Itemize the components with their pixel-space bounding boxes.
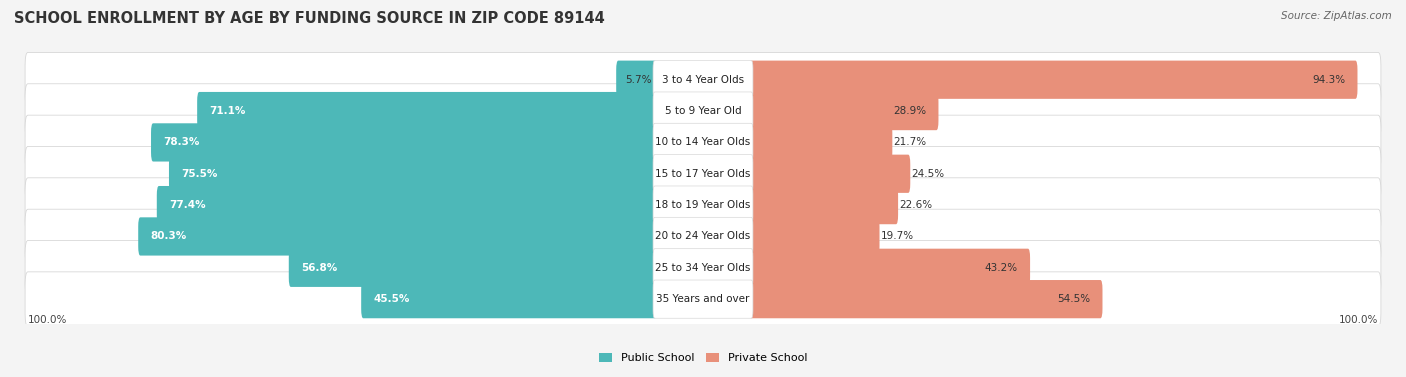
FancyBboxPatch shape [652,217,754,256]
FancyBboxPatch shape [169,155,657,193]
Text: 18 to 19 Year Olds: 18 to 19 Year Olds [655,200,751,210]
Text: SCHOOL ENROLLMENT BY AGE BY FUNDING SOURCE IN ZIP CODE 89144: SCHOOL ENROLLMENT BY AGE BY FUNDING SOUR… [14,11,605,26]
FancyBboxPatch shape [25,147,1381,201]
Text: 71.1%: 71.1% [209,106,246,116]
FancyBboxPatch shape [749,186,898,224]
FancyBboxPatch shape [749,61,1357,99]
FancyBboxPatch shape [150,123,657,161]
FancyBboxPatch shape [749,249,1031,287]
Text: 10 to 14 Year Olds: 10 to 14 Year Olds [655,137,751,147]
Text: 5.7%: 5.7% [624,75,651,85]
FancyBboxPatch shape [157,186,657,224]
FancyBboxPatch shape [652,155,754,193]
FancyBboxPatch shape [652,280,754,318]
Text: 75.5%: 75.5% [181,169,218,179]
FancyBboxPatch shape [25,209,1381,264]
Text: 5 to 9 Year Old: 5 to 9 Year Old [665,106,741,116]
FancyBboxPatch shape [652,61,754,99]
Text: 22.6%: 22.6% [900,200,932,210]
Text: 15 to 17 Year Olds: 15 to 17 Year Olds [655,169,751,179]
Text: 20 to 24 Year Olds: 20 to 24 Year Olds [655,231,751,241]
FancyBboxPatch shape [138,217,657,256]
Text: 28.9%: 28.9% [893,106,927,116]
Text: 24.5%: 24.5% [911,169,945,179]
FancyBboxPatch shape [652,249,754,287]
FancyBboxPatch shape [25,178,1381,232]
Text: 100.0%: 100.0% [28,314,67,325]
FancyBboxPatch shape [616,61,657,99]
Text: 78.3%: 78.3% [163,137,200,147]
FancyBboxPatch shape [749,123,893,161]
Text: 43.2%: 43.2% [984,263,1018,273]
Text: 94.3%: 94.3% [1312,75,1346,85]
FancyBboxPatch shape [25,115,1381,170]
Text: 21.7%: 21.7% [894,137,927,147]
FancyBboxPatch shape [25,241,1381,295]
FancyBboxPatch shape [361,280,657,318]
Text: 35 Years and over: 35 Years and over [657,294,749,304]
FancyBboxPatch shape [652,186,754,224]
FancyBboxPatch shape [288,249,657,287]
FancyBboxPatch shape [25,84,1381,138]
FancyBboxPatch shape [749,280,1102,318]
Text: 3 to 4 Year Olds: 3 to 4 Year Olds [662,75,744,85]
Text: 25 to 34 Year Olds: 25 to 34 Year Olds [655,263,751,273]
FancyBboxPatch shape [25,272,1381,326]
FancyBboxPatch shape [749,155,910,193]
Text: 77.4%: 77.4% [169,200,205,210]
Text: Source: ZipAtlas.com: Source: ZipAtlas.com [1281,11,1392,21]
Text: 56.8%: 56.8% [301,263,337,273]
Legend: Public School, Private School: Public School, Private School [593,347,813,369]
FancyBboxPatch shape [652,92,754,130]
Text: 80.3%: 80.3% [150,231,187,241]
FancyBboxPatch shape [749,217,880,256]
FancyBboxPatch shape [652,123,754,161]
Text: 19.7%: 19.7% [882,231,914,241]
FancyBboxPatch shape [197,92,657,130]
Text: 54.5%: 54.5% [1057,294,1090,304]
Text: 45.5%: 45.5% [374,294,411,304]
FancyBboxPatch shape [749,92,938,130]
FancyBboxPatch shape [25,52,1381,107]
Text: 100.0%: 100.0% [1339,314,1378,325]
